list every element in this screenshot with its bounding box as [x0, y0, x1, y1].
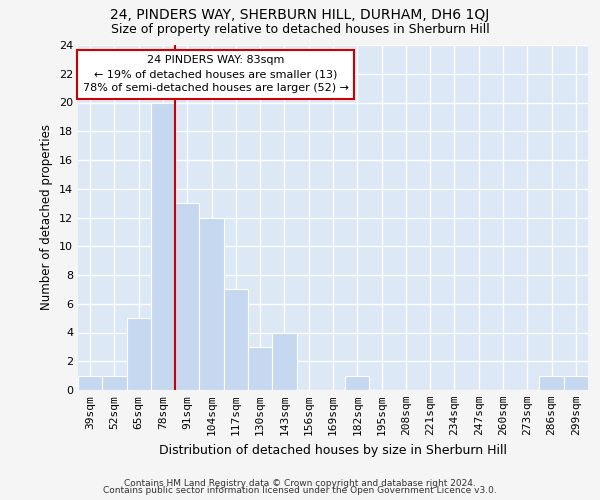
Bar — [151, 102, 175, 390]
Bar — [564, 376, 588, 390]
Y-axis label: Number of detached properties: Number of detached properties — [40, 124, 53, 310]
Bar — [539, 376, 564, 390]
Bar — [345, 376, 370, 390]
Text: Contains HM Land Registry data © Crown copyright and database right 2024.: Contains HM Land Registry data © Crown c… — [124, 478, 476, 488]
Bar — [224, 290, 248, 390]
Bar — [272, 332, 296, 390]
Bar — [199, 218, 224, 390]
X-axis label: Distribution of detached houses by size in Sherburn Hill: Distribution of detached houses by size … — [159, 444, 507, 456]
Bar — [127, 318, 151, 390]
Bar — [102, 376, 127, 390]
Bar — [78, 376, 102, 390]
Text: Size of property relative to detached houses in Sherburn Hill: Size of property relative to detached ho… — [110, 22, 490, 36]
Text: Contains public sector information licensed under the Open Government Licence v3: Contains public sector information licen… — [103, 486, 497, 495]
Bar — [175, 203, 199, 390]
Text: 24, PINDERS WAY, SHERBURN HILL, DURHAM, DH6 1QJ: 24, PINDERS WAY, SHERBURN HILL, DURHAM, … — [110, 8, 490, 22]
Text: 24 PINDERS WAY: 83sqm
← 19% of detached houses are smaller (13)
78% of semi-deta: 24 PINDERS WAY: 83sqm ← 19% of detached … — [83, 56, 349, 94]
Bar — [248, 347, 272, 390]
